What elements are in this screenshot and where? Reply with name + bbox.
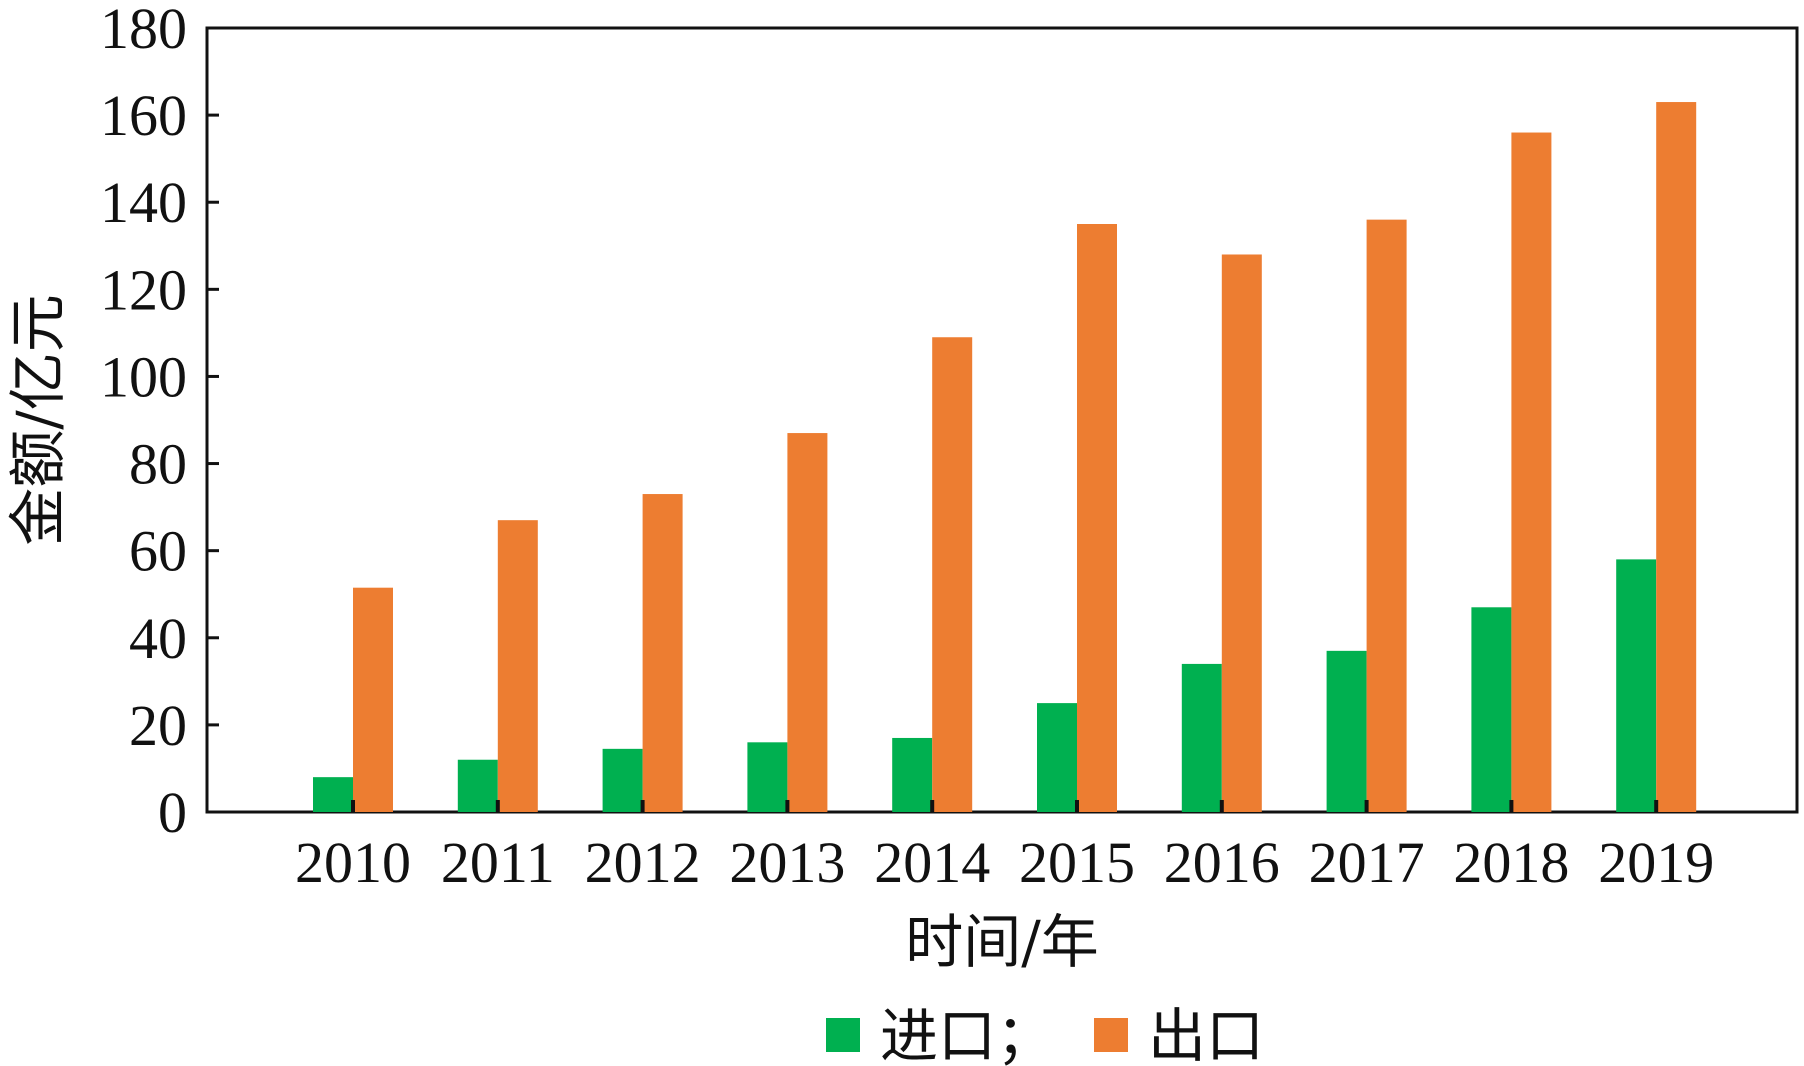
bar-import-2017	[1326, 650, 1367, 812]
bar-import-2013	[747, 742, 788, 812]
legend-swatch-export	[1094, 1018, 1128, 1052]
legend-swatch-import	[826, 1018, 860, 1052]
y-tick-label: 120	[100, 257, 187, 322]
y-tick-label: 100	[100, 344, 187, 409]
bars-group	[313, 102, 1697, 813]
bar-export-2017	[1366, 219, 1407, 813]
x-tick-label: 2010	[295, 830, 411, 895]
y-tick-label: 160	[100, 83, 187, 148]
bar-import-2019	[1616, 559, 1657, 812]
bar-export-2014	[932, 337, 973, 812]
x-tick-label: 2013	[729, 830, 845, 895]
bar-import-2015	[1037, 703, 1077, 812]
bar-import-2011	[457, 759, 498, 812]
bar-export-2018	[1511, 132, 1552, 813]
x-tick-label: 2014	[874, 830, 990, 895]
bar-export-2011	[497, 520, 538, 812]
y-tick-label: 80	[129, 432, 187, 497]
bar-import-2016	[1181, 663, 1222, 812]
bar-import-2018	[1471, 607, 1512, 812]
y-axis-title: 金额/亿元	[4, 294, 72, 546]
x-tick-label: 2017	[1309, 830, 1425, 895]
legend: 进口； 出口	[826, 1002, 1264, 1066]
y-tick-label: 20	[129, 693, 187, 758]
x-tick-label: 2019	[1598, 830, 1714, 895]
x-tick-label: 2012	[585, 830, 701, 895]
y-tick-label: 40	[129, 606, 187, 671]
plot-area-frame	[205, 26, 1799, 814]
bar-export-2012	[642, 494, 683, 812]
y-axis-ticks: 0 20 40 60 80 100 120 140 160 180	[100, 0, 219, 845]
bar-import-2010	[313, 777, 353, 812]
legend-label-export: 出口	[1148, 1002, 1264, 1066]
bar-export-2016	[1221, 254, 1262, 812]
bar-export-2010	[353, 587, 393, 812]
bar-export-2013	[787, 433, 828, 812]
x-tick-label: 2015	[1019, 830, 1135, 895]
x-axis-ticks: 2010 2011 2012 2013 2014 2015 2016 2017 2018 2019	[295, 830, 1714, 895]
legend-label-import: 进口；	[880, 1002, 1054, 1066]
bar-export-2019	[1656, 102, 1697, 813]
bar-export-2015	[1077, 224, 1117, 812]
bar-import-2014	[892, 737, 933, 812]
y-tick-label: 140	[100, 170, 187, 235]
x-tick-label: 2011	[441, 830, 555, 895]
x-tick-label: 2018	[1453, 830, 1569, 895]
y-tick-label: 180	[100, 0, 187, 61]
bar-import-2012	[602, 748, 643, 812]
y-tick-label: 60	[129, 519, 187, 584]
x-tick-label: 2016	[1164, 830, 1280, 895]
x-axis-title: 时间/年	[905, 908, 1099, 976]
y-tick-label: 0	[158, 780, 187, 845]
